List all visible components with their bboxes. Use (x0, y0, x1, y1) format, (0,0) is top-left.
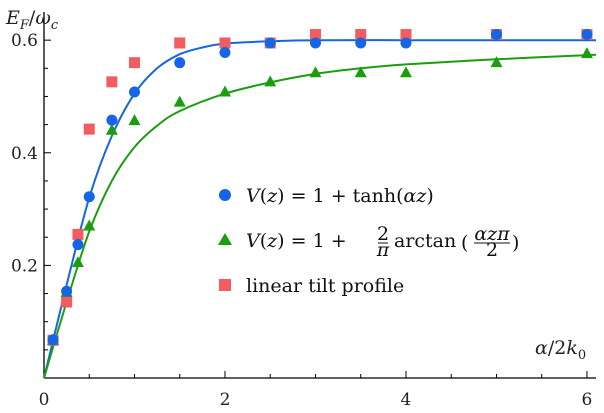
svg-text:2: 2 (377, 223, 389, 245)
fit-curve-0 (43, 39, 596, 379)
point-circle (309, 37, 321, 49)
point-circle (219, 47, 231, 59)
svg-text:π: π (376, 239, 390, 261)
point-square (106, 76, 118, 88)
fit-curves (43, 39, 597, 379)
point-circle (47, 334, 59, 346)
point-triangle (580, 47, 593, 59)
point-square (72, 228, 84, 240)
point-square (355, 29, 367, 41)
point-circle (264, 37, 276, 49)
point-triangle (309, 66, 322, 78)
svg-text:2: 2 (486, 239, 498, 261)
legend: V(z) = 1 + tanh(αz) V(z) = 1 + 2 π arcta… (218, 185, 519, 297)
legend-label-tanh: V(z) = 1 + tanh(αz) (246, 185, 434, 207)
point-circle (128, 86, 140, 98)
svg-text:(: ( (461, 232, 468, 254)
legend-entry-tanh: V(z) = 1 + tanh(αz) (219, 185, 434, 207)
point-square (174, 37, 186, 49)
legend-label-linear: linear tilt profile (246, 275, 404, 297)
point-circle (490, 29, 502, 41)
data-points (47, 29, 593, 346)
legend-entry-arctan: V(z) = 1 + 2 π arctan ( αzπ 2 ) (218, 223, 519, 261)
x-tick-label: 0 (39, 390, 50, 410)
y-tick-label: 0.6 (11, 31, 38, 51)
x-axis-title: α/2k0 (535, 337, 586, 363)
point-triangle (218, 85, 231, 97)
x-tick-label: 4 (401, 390, 412, 410)
svg-text:arctan: arctan (394, 230, 456, 252)
point-triangle (490, 56, 503, 68)
x-tick-label: 6 (582, 390, 593, 410)
point-circle (61, 285, 73, 297)
point-triangle (83, 219, 96, 231)
point-square (61, 296, 73, 308)
x-tick-label: 2 (220, 390, 231, 410)
point-square (219, 37, 231, 49)
point-circle (581, 29, 593, 41)
y-tick-label: 0.4 (11, 144, 38, 164)
point-square (400, 29, 412, 41)
point-triangle (105, 123, 118, 135)
y-tick-label: 0.2 (11, 256, 38, 276)
point-circle (72, 239, 84, 251)
svg-text:): ) (512, 232, 519, 254)
legend-marker-triangle (218, 233, 232, 245)
point-triangle (354, 66, 367, 78)
point-circle (106, 114, 118, 126)
point-circle (355, 37, 367, 49)
legend-entry-linear: linear tilt profile (219, 275, 404, 297)
y-axis-title: EF/ωc (5, 7, 59, 33)
svg-text:αzπ: αzπ (474, 223, 510, 245)
point-circle (400, 37, 412, 49)
axes: 0 2 4 6 0.2 0.4 0.6 (11, 12, 596, 410)
fit-curve-1 (43, 53, 597, 379)
axis-ticks: 0 2 4 6 0.2 0.4 0.6 (11, 31, 592, 410)
legend-marker-square (219, 279, 231, 291)
point-triangle (128, 114, 141, 126)
point-triangle (173, 95, 186, 107)
point-square (83, 123, 95, 135)
point-triangle (71, 256, 84, 268)
legend-label-arctan: V(z) = 1 + (246, 230, 347, 252)
point-square (309, 29, 321, 41)
point-circle (174, 57, 186, 69)
point-triangle (399, 66, 412, 78)
point-circle (83, 191, 95, 203)
point-triangle (264, 75, 277, 87)
legend-marker-circle (219, 189, 231, 201)
point-square (128, 57, 140, 69)
